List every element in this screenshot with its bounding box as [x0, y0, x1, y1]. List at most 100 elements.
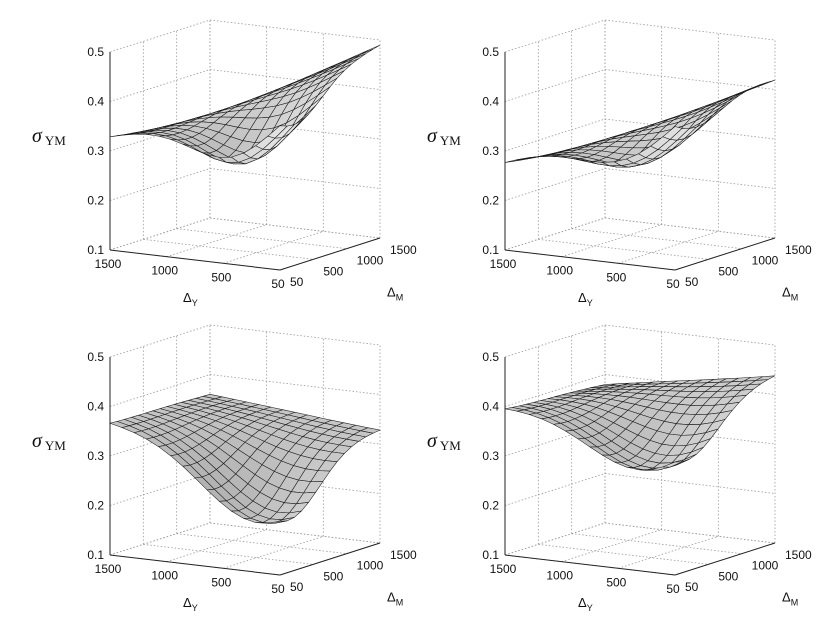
- grid-line: [209, 374, 381, 395]
- grid-line: [604, 19, 776, 41]
- grid-line: [209, 19, 381, 41]
- grid-line: [109, 522, 211, 556]
- grid-line: [109, 69, 211, 102]
- grid-line: [604, 374, 776, 395]
- x-tick-label: 50: [666, 277, 680, 291]
- z-tick-label: 0.3: [87, 144, 104, 158]
- surface-facet: [267, 520, 288, 524]
- grid-line: [109, 217, 211, 251]
- grid-line: [604, 473, 776, 494]
- x-tick-label: 500: [606, 575, 626, 589]
- grid-line: [604, 118, 776, 140]
- z-tick-label: 0.3: [482, 144, 499, 158]
- x-axis-line: [109, 554, 281, 576]
- y-axis-label: ΔM: [387, 284, 403, 302]
- z-tick-label: 0.1: [482, 243, 499, 257]
- grid-line: [504, 522, 606, 556]
- x-tick-label: 1000: [151, 569, 178, 583]
- z-tick-label: 0.1: [482, 548, 499, 562]
- x-tick-label: 1500: [490, 257, 517, 271]
- z-tick-label: 0.3: [87, 449, 104, 463]
- y-tick-label: 50: [685, 275, 699, 289]
- y-axis-label-subscript: M: [396, 292, 404, 302]
- x-axis-label: ΔY: [183, 595, 198, 613]
- surface-mesh: [109, 44, 381, 165]
- z-tick-label: 0.5: [87, 350, 104, 364]
- grid-line: [504, 217, 606, 251]
- surface-mesh: [504, 375, 776, 471]
- y-axis-label: ΔM: [782, 284, 798, 302]
- x-tick-label: 50: [271, 277, 285, 291]
- y-axis-label-subscript: M: [791, 292, 799, 302]
- x-tick-label: 50: [666, 582, 680, 596]
- grid-line: [143, 238, 314, 260]
- z-tick-label: 0.4: [482, 400, 499, 414]
- x-tick-label: 1000: [546, 569, 573, 583]
- x-axis-label-subscript: Y: [587, 298, 593, 308]
- grid-line: [223, 230, 324, 264]
- z-axis-label: σ YM: [427, 125, 461, 148]
- x-axis-label-subscript: Y: [587, 603, 593, 613]
- y-tick-label: 50: [290, 580, 304, 594]
- axes: [109, 52, 381, 271]
- z-axis-label: σ YM: [427, 430, 461, 453]
- grid-line: [504, 19, 606, 53]
- grid-line: [504, 217, 606, 251]
- y-axis-line: [674, 237, 776, 271]
- x-tick-label: 500: [211, 270, 231, 284]
- surface-mesh: [109, 394, 381, 524]
- z-tick-label: 0.5: [482, 45, 499, 59]
- y-tick-label: 50: [290, 275, 304, 289]
- y-axis-label: ΔM: [387, 589, 403, 607]
- x-tick-label: 1500: [95, 562, 122, 576]
- y-tick-label: 500: [718, 264, 738, 278]
- surface-facet: [267, 125, 288, 139]
- z-tick-label: 0.2: [87, 194, 104, 208]
- surface-plot-1: 0.1 0.2 0.3 0.4 0.5 1500 1000 500 50 50 500 1000 150…: [32, 19, 417, 308]
- y-tick-label: 1000: [752, 559, 779, 573]
- y-axis-line: [279, 237, 381, 271]
- z-tick-label: 0.4: [482, 95, 499, 109]
- grid-line: [109, 324, 211, 358]
- z-axis-label-subscript: YM: [45, 438, 66, 453]
- grid-line: [504, 473, 606, 506]
- z-axis-label-subscript: YM: [440, 438, 461, 453]
- grid-line: [604, 522, 776, 544]
- grid-line: [176, 533, 347, 555]
- y-axis-label-subscript: M: [396, 597, 404, 607]
- grid-line: [538, 543, 709, 565]
- grid-line: [504, 522, 606, 556]
- y-tick-label: 1500: [390, 243, 417, 257]
- grid-line: [571, 228, 742, 250]
- grid-line: [604, 69, 776, 90]
- surface-facet: [662, 461, 683, 468]
- x-axis-line: [504, 249, 676, 271]
- surface-facet: [662, 126, 683, 140]
- x-tick-label: 500: [211, 575, 231, 589]
- x-tick-label: 1500: [490, 562, 517, 576]
- y-tick-label: 1500: [390, 548, 417, 562]
- grid-line: [604, 168, 776, 189]
- y-tick-label: 1000: [357, 559, 384, 573]
- tick-labels: 0.1 0.2 0.3 0.4 0.5 1500 1000 500 50 50 500 1000 150…: [87, 45, 417, 291]
- axes: [504, 52, 776, 271]
- z-axis-label-subscript: YM: [45, 133, 66, 148]
- x-axis-label: ΔY: [183, 290, 198, 308]
- x-axis-label: ΔY: [578, 290, 593, 308]
- x-tick-label: 50: [271, 582, 285, 596]
- x-tick-label: 1000: [546, 264, 573, 278]
- surface-plot-4: 0.1 0.2 0.3 0.4 0.5 1500 1000 500 50 50 500 1000 150…: [427, 324, 812, 613]
- grid-line: [209, 324, 381, 346]
- z-tick-label: 0.1: [87, 243, 104, 257]
- z-tick-label: 0.2: [87, 499, 104, 513]
- grid-line: [504, 168, 606, 201]
- grid-line: [176, 228, 347, 250]
- grid-line: [109, 473, 211, 506]
- grid-line: [604, 217, 776, 239]
- x-axis-line: [504, 554, 676, 576]
- y-tick-label: 1000: [357, 254, 384, 268]
- y-axis-label-subscript: M: [791, 597, 799, 607]
- y-tick-label: 1000: [752, 254, 779, 268]
- z-axis-label: σ YM: [32, 430, 66, 453]
